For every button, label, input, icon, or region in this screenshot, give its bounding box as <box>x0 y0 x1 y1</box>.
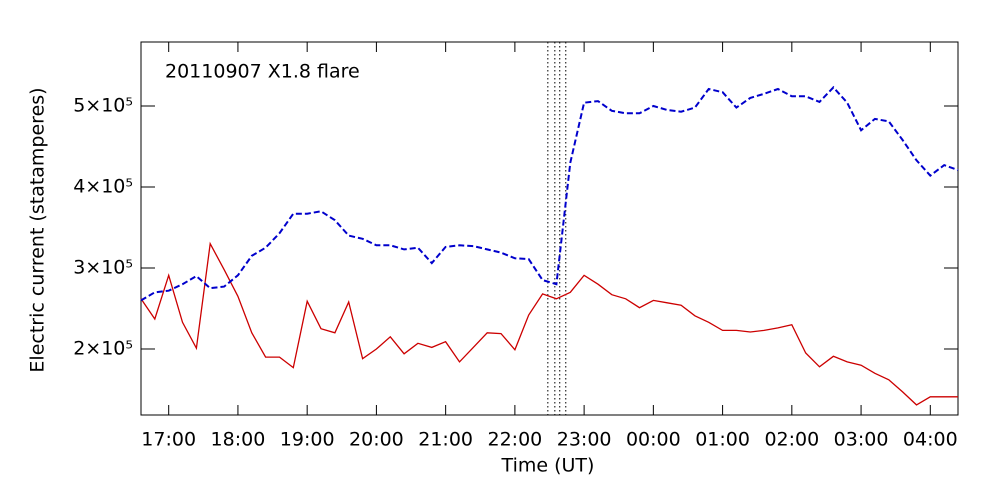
x-tick-label: 22:00 <box>487 429 542 451</box>
x-tick-label: 21:00 <box>418 429 473 451</box>
x-tick-label: 03:00 <box>834 429 889 451</box>
x-tick-label: 20:00 <box>349 429 404 451</box>
x-tick-label: 00:00 <box>626 429 681 451</box>
x-tick-label: 04:00 <box>903 429 958 451</box>
y-tick-label: 3×10⁵ <box>73 256 133 278</box>
series-line <box>140 241 958 406</box>
x-tick-label: 17:00 <box>141 429 196 451</box>
x-tick-label: 23:00 <box>557 429 612 451</box>
y-tick-label: 5×10⁵ <box>73 94 133 116</box>
series-line <box>140 85 959 302</box>
annotation: 20110907 X1.8 flare <box>165 61 360 83</box>
x-axis-label: Time (UT) <box>501 455 595 477</box>
y-tick-label: 4×10⁵ <box>73 175 133 197</box>
y-axis-label: Electric current (statamperes) <box>27 87 49 372</box>
plot-frame <box>140 41 959 416</box>
x-tick-label: 01:00 <box>695 429 750 451</box>
x-tick-label: 19:00 <box>280 429 335 451</box>
x-tick-label: 02:00 <box>764 429 819 451</box>
y-tick-label: 2×10⁵ <box>73 337 133 359</box>
x-tick-label: 18:00 <box>211 429 266 451</box>
